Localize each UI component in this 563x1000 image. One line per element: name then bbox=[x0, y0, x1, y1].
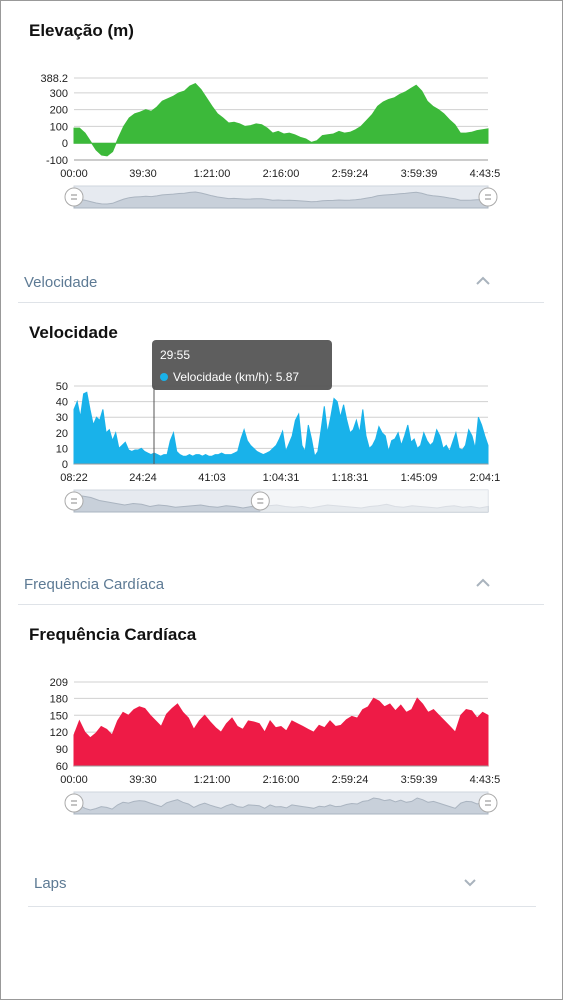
x-tick-label: 24:24 bbox=[129, 472, 157, 484]
y-tick-label: 209 bbox=[50, 677, 68, 689]
y-tick-label: -100 bbox=[46, 155, 68, 167]
laps-section-header[interactable]: Laps bbox=[28, 860, 536, 907]
x-tick-label: 00:00 bbox=[60, 774, 88, 786]
x-tick-label: 1:45:09 bbox=[401, 472, 438, 484]
x-tick-label: 39:30 bbox=[129, 168, 157, 180]
x-tick-label: 2:16:00 bbox=[263, 168, 300, 180]
handle-knob[interactable] bbox=[64, 491, 84, 511]
navigator-right-handle[interactable] bbox=[478, 793, 498, 813]
y-tick-label: 20 bbox=[56, 428, 68, 440]
x-tick-label: 4:43:54 bbox=[470, 168, 500, 180]
laps-section-label: Laps bbox=[34, 875, 67, 892]
velocidade-chart: 50 40 30 20 10 008:22 24:24 41:03 1:04:31 1:18:31… bbox=[56, 340, 500, 513]
y-tick-label: 100 bbox=[50, 121, 68, 133]
x-tick-label: 1:21:00 bbox=[194, 774, 231, 786]
y-tick-label: 0 bbox=[62, 459, 68, 471]
navigator-right-handle[interactable] bbox=[478, 187, 498, 207]
navigator-left-handle[interactable] bbox=[64, 187, 84, 207]
frequencia-cardiaca-section-header[interactable]: Frequência Cardíaca bbox=[18, 564, 544, 605]
tooltip-time: 29:55 bbox=[160, 348, 190, 362]
handle-knob[interactable] bbox=[64, 187, 84, 207]
navigator-left-handle[interactable] bbox=[64, 793, 84, 813]
elevation-series-area bbox=[73, 82, 489, 157]
y-tick-label: 40 bbox=[56, 397, 68, 409]
y-tick-label: 60 bbox=[56, 761, 68, 773]
x-tick-label: 3:59:39 bbox=[401, 774, 438, 786]
x-tick-label: 41:03 bbox=[198, 472, 226, 484]
y-tick-label: 10 bbox=[56, 443, 68, 455]
y-tick-label: 388.2 bbox=[40, 73, 68, 85]
x-tick-label: 2:59:24 bbox=[332, 168, 369, 180]
navigator-left-handle[interactable] bbox=[64, 491, 84, 511]
velocidade-series-area bbox=[73, 391, 489, 465]
x-tick-label: 00:00 bbox=[60, 168, 88, 180]
navigator-series bbox=[73, 191, 489, 209]
velocidade-section-header[interactable]: Velocidade bbox=[18, 262, 544, 303]
x-tick-label: 3:59:39 bbox=[401, 168, 438, 180]
navigator-series bbox=[73, 797, 489, 815]
tooltip-box bbox=[152, 340, 332, 390]
y-tick-label: 300 bbox=[50, 88, 68, 100]
handle-knob[interactable] bbox=[250, 491, 270, 511]
x-tick-label: 2:16:00 bbox=[263, 774, 300, 786]
chevron-down-icon[interactable] bbox=[462, 877, 478, 889]
x-tick-label: 1:18:31 bbox=[332, 472, 369, 484]
handle-knob[interactable] bbox=[478, 187, 498, 207]
x-tick-label: 2:59:24 bbox=[332, 774, 369, 786]
x-tick-label: 2:04:16 bbox=[470, 472, 500, 484]
chevron-up-icon[interactable] bbox=[474, 274, 492, 288]
elevation-chart-title: Elevação (m) bbox=[29, 21, 134, 40]
handle-knob[interactable] bbox=[478, 793, 498, 813]
y-tick-label: 180 bbox=[50, 693, 68, 705]
y-tick-label: 120 bbox=[50, 727, 68, 739]
tooltip: 29:55 Velocidade (km/h): 5.87 bbox=[152, 340, 332, 390]
y-tick-label: 0 bbox=[62, 138, 68, 150]
y-tick-label: 90 bbox=[56, 744, 68, 756]
handle-knob[interactable] bbox=[64, 793, 84, 813]
y-tick-label: 30 bbox=[56, 412, 68, 424]
x-tick-label: 1:21:00 bbox=[194, 168, 231, 180]
x-tick-label: 4:43:54 bbox=[470, 774, 500, 786]
tooltip-series-dot bbox=[160, 373, 168, 381]
frequencia-cardiaca-section-label: Frequência Cardíaca bbox=[24, 576, 165, 593]
velocidade-chart-title: Velocidade bbox=[29, 323, 118, 342]
y-tick-label: 200 bbox=[50, 105, 68, 117]
y-tick-label: 50 bbox=[56, 381, 68, 393]
x-tick-label: 08:22 bbox=[60, 472, 88, 484]
chevron-up-icon[interactable] bbox=[474, 576, 492, 590]
navigator-unselected-mask bbox=[260, 490, 488, 512]
navigator-right-handle[interactable] bbox=[250, 491, 270, 511]
frequencia-cardiaca-series-area bbox=[73, 697, 489, 767]
x-tick-label: 1:04:31 bbox=[263, 472, 300, 484]
y-tick-label: 150 bbox=[50, 710, 68, 722]
velocidade-section-label: Velocidade bbox=[24, 274, 98, 291]
tooltip-value: Velocidade (km/h): 5.87 bbox=[173, 370, 299, 384]
x-tick-label: 39:30 bbox=[129, 774, 157, 786]
frequencia-cardiaca-chart-title: Frequência Cardíaca bbox=[29, 625, 197, 644]
